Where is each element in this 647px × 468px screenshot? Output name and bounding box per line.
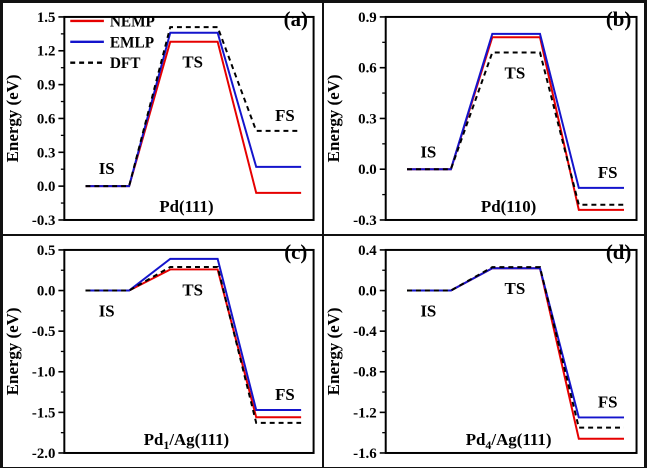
- y-tick-label: 1.2: [37, 44, 56, 60]
- panel-letter: (d): [605, 240, 631, 264]
- panel-a: -0.3 0.0 0.3 0.6 0.9 1.2 1.5 Energy (eV) IS TS FS P…: [3, 3, 324, 236]
- y-tick-label: 0.0: [37, 283, 56, 299]
- y-tick-label: -0.5: [32, 324, 55, 340]
- panel-c: -2.0 -1.5 -1.0 -0.5 0.0 0.5 Energy (eV) IS TS FS P…: [3, 235, 324, 467]
- y-tick-label: -2.0: [32, 446, 55, 462]
- series-line-dft: [406, 51, 624, 206]
- panel-c-chart: -2.0 -1.5 -1.0 -0.5 0.0 0.5 Energy (eV) IS TS FS P…: [3, 240, 315, 462]
- panel-b: -0.3 0.0 0.3 0.6 0.9 Energy (eV) IS TS FS Pd(110)…: [323, 3, 644, 236]
- fs-label: FS: [597, 392, 617, 411]
- fs-label: FS: [597, 163, 617, 182]
- surface-label: Pd(111): [159, 197, 213, 216]
- ts-label: TS: [182, 280, 203, 299]
- plot-box: [384, 15, 638, 221]
- panel-letter: (b): [605, 7, 631, 31]
- y-axis-label: Energy (eV): [3, 75, 22, 163]
- y-tick-label: -0.3: [353, 213, 377, 229]
- y-tick-label: -0.3: [32, 213, 55, 229]
- y-tick-label: -0.4: [353, 324, 377, 340]
- fs-label: FS: [275, 385, 295, 404]
- panel-b-chart: -0.3 0.0 0.3 0.6 0.9 Energy (eV) IS TS FS Pd(110)…: [324, 7, 638, 229]
- y-tick-label: 0.0: [358, 162, 377, 178]
- legend-label-nemp: NEMP: [110, 13, 155, 30]
- legend-label-dft: DFT: [110, 55, 141, 72]
- y-tick-label: 1.5: [37, 10, 56, 26]
- ts-label: TS: [504, 279, 525, 298]
- y-axis-label: Energy (eV): [324, 307, 343, 395]
- ts-label: TS: [182, 53, 203, 72]
- ts-label: TS: [504, 63, 525, 82]
- series-line-dft: [85, 265, 302, 424]
- y-tick-label: -1.0: [32, 365, 55, 381]
- y-tick-label: -1.2: [353, 405, 377, 421]
- panel-d-chart: -1.6 -1.2 -0.8 -0.4 0.0 0.4 Energy (eV) IS TS FS P…: [324, 240, 638, 462]
- series-line-emlp: [406, 32, 624, 189]
- y-tick-label: 0.0: [37, 179, 56, 195]
- y-tick-label: -0.8: [353, 365, 377, 381]
- is-label: IS: [420, 301, 436, 320]
- is-label: IS: [420, 142, 436, 161]
- y-tick-label: 0.0: [358, 283, 377, 299]
- surface-label: Pd(110): [480, 197, 535, 216]
- series-line-dft: [85, 26, 302, 188]
- is-label: IS: [99, 301, 115, 320]
- panel-letter: (c): [284, 240, 307, 264]
- y-axis-label: Energy (eV): [3, 307, 22, 395]
- panel-d: -1.6 -1.2 -0.8 -0.4 0.0 0.4 Energy (eV) IS TS FS P…: [323, 235, 644, 467]
- panel-a-chart: -0.3 0.0 0.3 0.6 0.9 1.2 1.5 Energy (eV) IS TS FS P…: [3, 7, 315, 229]
- series-line-dft: [406, 266, 624, 429]
- fs-label: FS: [275, 106, 295, 125]
- y-tick-label: -1.5: [32, 405, 55, 421]
- y-tick-label: 0.3: [358, 111, 377, 127]
- legend-label-emlp: EMLP: [110, 34, 154, 51]
- y-tick-label: 0.5: [37, 243, 56, 259]
- y-tick-label: 0.6: [37, 111, 56, 127]
- y-tick-label: 0.3: [37, 145, 56, 161]
- y-tick-label: 0.6: [358, 61, 377, 77]
- y-tick-label: 0.9: [37, 78, 56, 94]
- surface-label: Pd1/Ag(111): [144, 430, 229, 452]
- y-tick-label: 0.4: [358, 243, 377, 259]
- is-label: IS: [99, 159, 115, 178]
- panel-letter: (a): [284, 7, 308, 31]
- y-axis-label: Energy (eV): [324, 75, 343, 163]
- surface-label: Pd4/Ag(111): [465, 430, 551, 452]
- y-tick-label: -1.6: [353, 446, 377, 462]
- y-tick-label: 0.9: [358, 10, 377, 26]
